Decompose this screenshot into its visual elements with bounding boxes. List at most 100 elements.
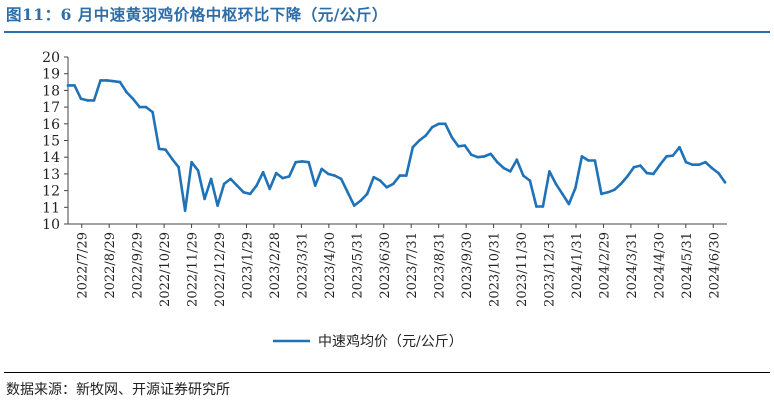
data-point (600, 192, 603, 196)
data-point (723, 181, 727, 184)
data-point (73, 84, 76, 87)
x-tick-label: 2024/2/29 (597, 232, 612, 299)
data-point (658, 163, 662, 166)
series-line (66, 79, 727, 212)
data-point (619, 182, 623, 186)
x-tick-label: 2024/3/31 (625, 232, 640, 299)
x-tick-label: 2023/2/28 (268, 232, 283, 299)
data-point (229, 177, 232, 181)
data-point (105, 79, 109, 82)
x-tick-label: 2022/11/29 (186, 232, 201, 307)
y-tick-label: 16 (42, 117, 60, 133)
x-tick-label: 2023/1/29 (240, 232, 255, 299)
data-point (307, 160, 311, 164)
data-point (697, 163, 701, 166)
data-point (138, 105, 141, 109)
data-point (593, 159, 597, 162)
data-point (346, 191, 350, 194)
data-point (235, 184, 239, 187)
data-point (665, 155, 668, 158)
data-point (261, 170, 265, 174)
data-point (502, 166, 506, 170)
data-point (248, 192, 252, 196)
x-tick-label: 2022/12/29 (213, 232, 228, 307)
data-point (678, 145, 681, 149)
data-point (652, 172, 655, 176)
data-point (92, 99, 96, 102)
data-point (528, 179, 532, 182)
data-point (483, 155, 486, 158)
data-point (118, 80, 122, 84)
data-point (522, 174, 525, 177)
data-point (125, 90, 128, 94)
data-point (489, 152, 493, 156)
data-point (378, 179, 382, 182)
data-point (541, 205, 545, 208)
source-note: 数据来源：新牧网、开源证券研究所 (6, 382, 230, 398)
data-point (574, 186, 577, 190)
x-tick-label: 2023/9/30 (460, 232, 475, 299)
data-point (548, 170, 551, 173)
y-tick-label: 17 (42, 100, 60, 116)
data-point (313, 184, 317, 187)
y-tick-label: 11 (42, 200, 60, 216)
y-tick-label: 18 (42, 83, 60, 99)
legend-label: 中速鸡均价（元/公斤） (318, 333, 463, 350)
data-point (352, 204, 356, 207)
x-tick-label: 2023/10/31 (488, 232, 503, 307)
x-tick-label: 2024/4/30 (652, 232, 667, 299)
data-point (405, 174, 408, 177)
data-point (554, 182, 558, 186)
series-layer (66, 79, 727, 212)
chart-legend: 中速鸡均价（元/公斤） (273, 333, 463, 350)
y-tick-label: 12 (42, 184, 60, 200)
source-divider (4, 372, 770, 373)
x-tick-label: 2023/7/31 (405, 232, 420, 299)
x-tick-label: 2023/3/31 (295, 232, 310, 299)
x-tick-label: 2023/12/31 (543, 232, 558, 307)
data-point (398, 174, 402, 177)
data-point (255, 184, 258, 187)
data-point (281, 176, 285, 180)
data-point (717, 171, 720, 175)
x-tick-label: 2022/9/29 (131, 232, 146, 299)
data-point (183, 209, 187, 212)
data-point (437, 122, 441, 126)
data-point (372, 175, 376, 179)
data-point (561, 192, 564, 196)
data-point (450, 135, 454, 139)
data-point (385, 186, 389, 189)
data-point (99, 79, 102, 82)
y-tick-label: 14 (42, 150, 60, 166)
data-point (580, 155, 584, 158)
data-point (151, 110, 154, 114)
data-point (86, 99, 89, 102)
x-tick-label: 2022/7/29 (76, 232, 91, 299)
data-point (424, 134, 428, 137)
y-tick-label: 13 (42, 167, 60, 183)
data-point (431, 125, 434, 129)
data-point (177, 165, 180, 169)
data-point (639, 164, 642, 167)
data-point (112, 79, 115, 83)
chart-axes (67, 57, 727, 225)
data-point (333, 174, 337, 177)
data-point (418, 139, 421, 142)
data-point (710, 166, 714, 170)
data-point (320, 167, 324, 171)
data-point (606, 191, 610, 194)
data-point (294, 160, 298, 164)
x-tick-label: 2023/11/30 (515, 232, 530, 307)
title-underline (4, 31, 770, 33)
data-point (66, 84, 70, 87)
data-point (287, 175, 291, 178)
data-point (209, 177, 213, 181)
data-point (671, 154, 675, 157)
figure-title: 图11：6 月中速黄羽鸡价格中枢环比下降（元/公斤） (6, 5, 388, 24)
x-tick-label: 2022/10/29 (158, 232, 173, 307)
x-tick-label: 2024/6/30 (707, 232, 722, 299)
y-tick-label: 15 (42, 134, 60, 150)
data-point (216, 204, 219, 207)
